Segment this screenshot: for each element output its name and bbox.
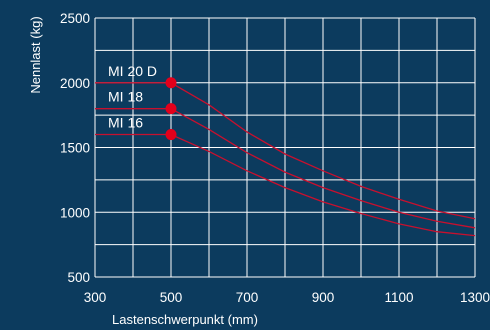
series-lines — [95, 82, 476, 237]
series-labels: MI 20 D MI 18 MI 16 — [108, 63, 157, 131]
tick-labels: 300 500 700 900 1100 1300 500 1000 1500 2000 2500 — [60, 11, 490, 305]
x-tick-label: 500 — [160, 290, 183, 305]
x-axis-label: Lastenschwerpunkt (mm) — [112, 312, 258, 327]
y-tick-label: 2500 — [60, 11, 90, 26]
y-tick-label: 1000 — [60, 205, 90, 220]
data-point-marker — [165, 77, 177, 89]
series-label-mi-18: MI 18 — [108, 89, 143, 105]
data-point-marker — [165, 129, 177, 141]
series-line-mi-20-d — [95, 82, 476, 220]
x-tick-label: 700 — [236, 290, 259, 305]
x-tick-label: 1100 — [384, 290, 413, 305]
y-tick-label: 1500 — [60, 141, 90, 156]
grid — [94, 17, 476, 278]
marker-points — [165, 77, 177, 141]
x-tick-label: 1300 — [460, 290, 490, 305]
series-label-mi-20-d: MI 20 D — [108, 63, 157, 79]
y-axis-label: Nennlast (kg) — [28, 16, 43, 93]
x-tick-label: 900 — [312, 290, 335, 305]
series-line-mi-16 — [95, 133, 476, 237]
y-tick-label: 2000 — [60, 76, 90, 91]
x-tick-label: 300 — [84, 290, 107, 305]
series-line-mi-18 — [95, 108, 476, 229]
y-tick-label: 500 — [67, 270, 90, 285]
series-label-mi-16: MI 16 — [108, 115, 143, 131]
data-point-marker — [165, 103, 177, 115]
